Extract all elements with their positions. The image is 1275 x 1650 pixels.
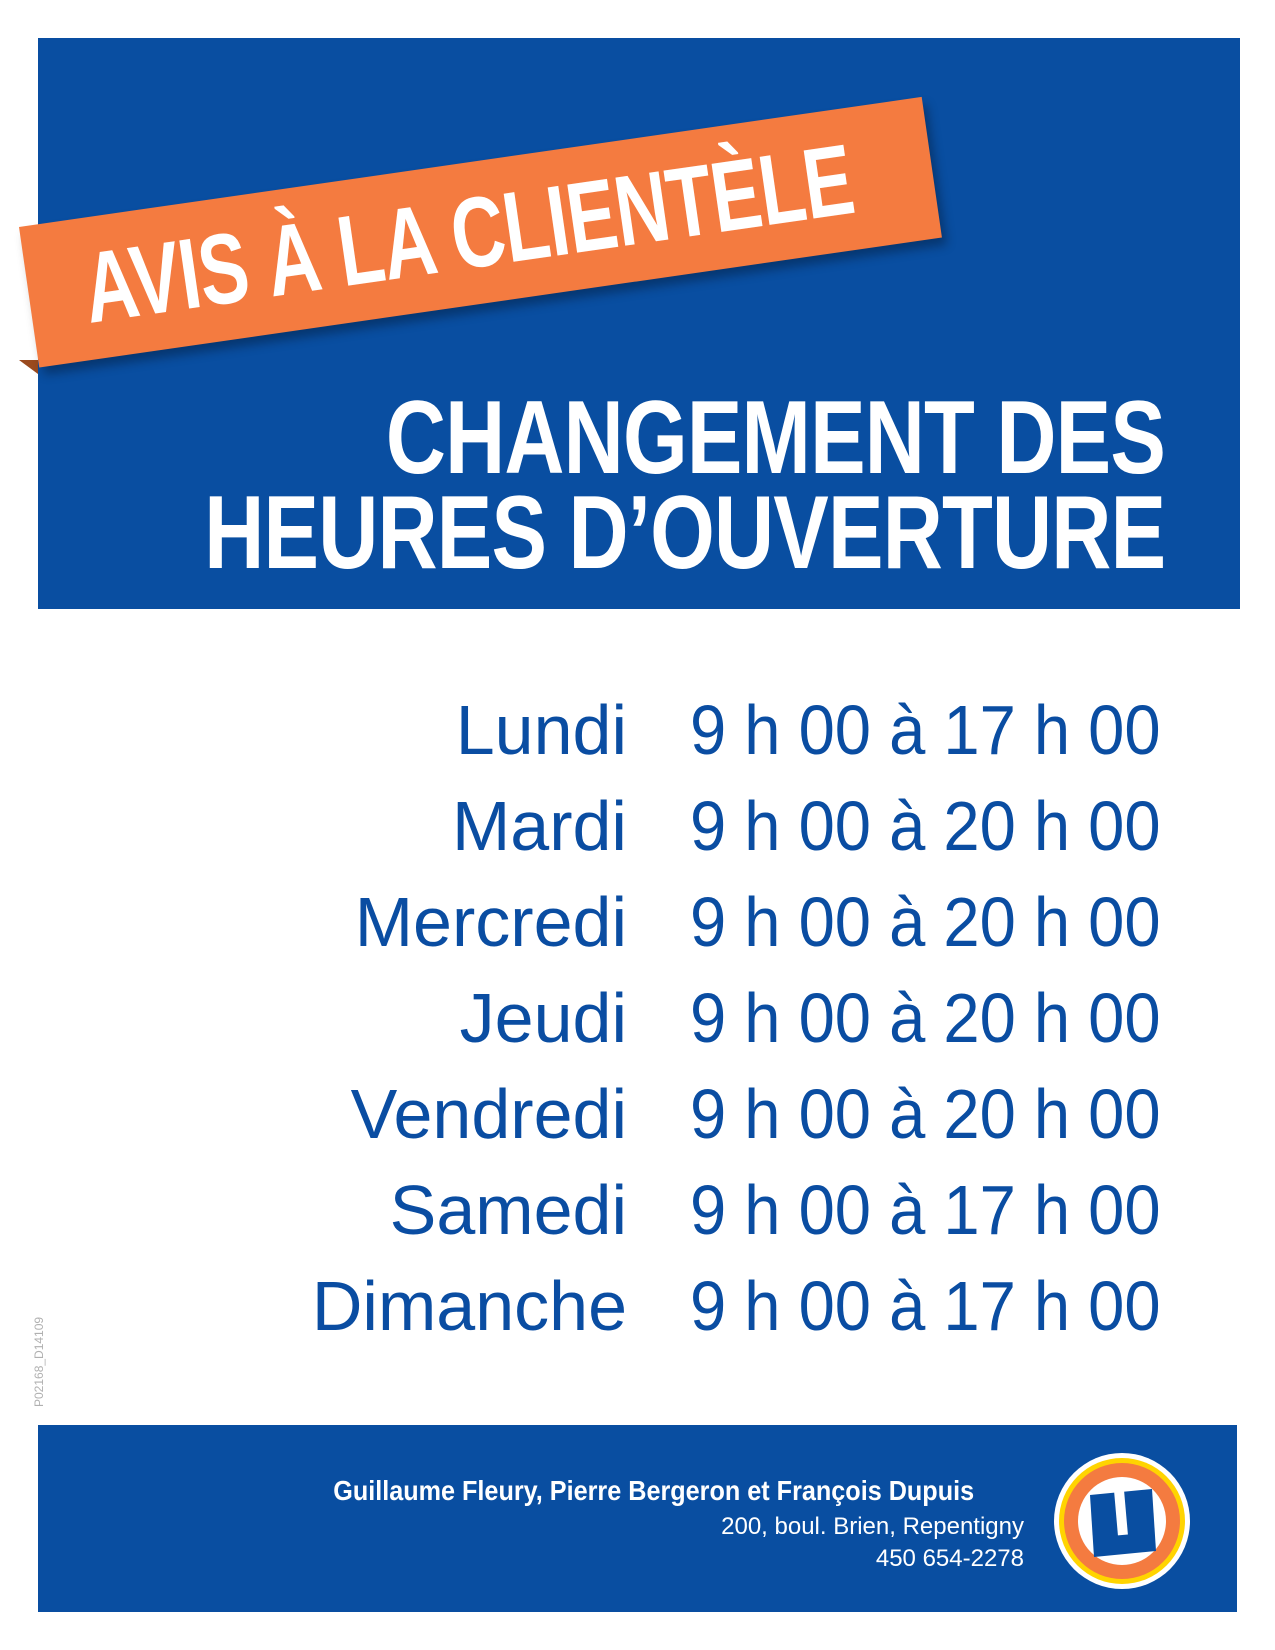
time-range: 9 h 00 à 17 h 00 <box>690 1267 1161 1345</box>
store-phone: 450 654-2278 <box>875 1545 1024 1572</box>
footer-banner: Guillaume Fleury, Pierre Bergeron et Fra… <box>38 1425 1237 1612</box>
day-label: Dimanche <box>311 1267 627 1345</box>
time-range: 9 h 00 à 20 h 00 <box>690 979 1161 1057</box>
page-title-line1: CHANGEMENT DES <box>385 380 1166 496</box>
owners-names: Guillaume Fleury, Pierre Bergeron et Fra… <box>333 1475 974 1506</box>
hours-row: Mardi 9 h 00 à 20 h 00 <box>0 786 1275 866</box>
page-title-line2: HEURES D’OUVERTURE <box>203 475 1166 591</box>
hours-row: Jeudi 9 h 00 à 20 h 00 <box>0 978 1275 1058</box>
day-label: Lundi <box>455 691 627 769</box>
u-logo-icon <box>1054 1453 1190 1589</box>
hours-row: Vendredi 9 h 00 à 20 h 00 <box>0 1074 1275 1154</box>
ribbon-fold <box>19 360 38 374</box>
day-label: Mercredi <box>354 883 627 961</box>
day-label: Mardi <box>451 787 627 865</box>
time-range: 9 h 00 à 17 h 00 <box>690 691 1161 769</box>
day-label: Samedi <box>389 1171 627 1249</box>
day-label: Vendredi <box>350 1075 627 1153</box>
hours-row: Lundi 9 h 00 à 17 h 00 <box>0 690 1275 770</box>
store-address: 200, boul. Brien, Repentigny <box>721 1513 1024 1540</box>
time-range: 9 h 00 à 20 h 00 <box>690 883 1161 961</box>
hours-row: Mercredi 9 h 00 à 20 h 00 <box>0 882 1275 962</box>
hours-row: Dimanche 9 h 00 à 17 h 00 <box>0 1266 1275 1346</box>
hours-row: Samedi 9 h 00 à 17 h 00 <box>0 1170 1275 1250</box>
day-label: Jeudi <box>459 979 627 1057</box>
time-range: 9 h 00 à 20 h 00 <box>690 787 1161 865</box>
time-range: 9 h 00 à 20 h 00 <box>690 1075 1161 1153</box>
document-code: P02168_D14109 <box>32 1316 46 1407</box>
time-range: 9 h 00 à 17 h 00 <box>690 1171 1161 1249</box>
